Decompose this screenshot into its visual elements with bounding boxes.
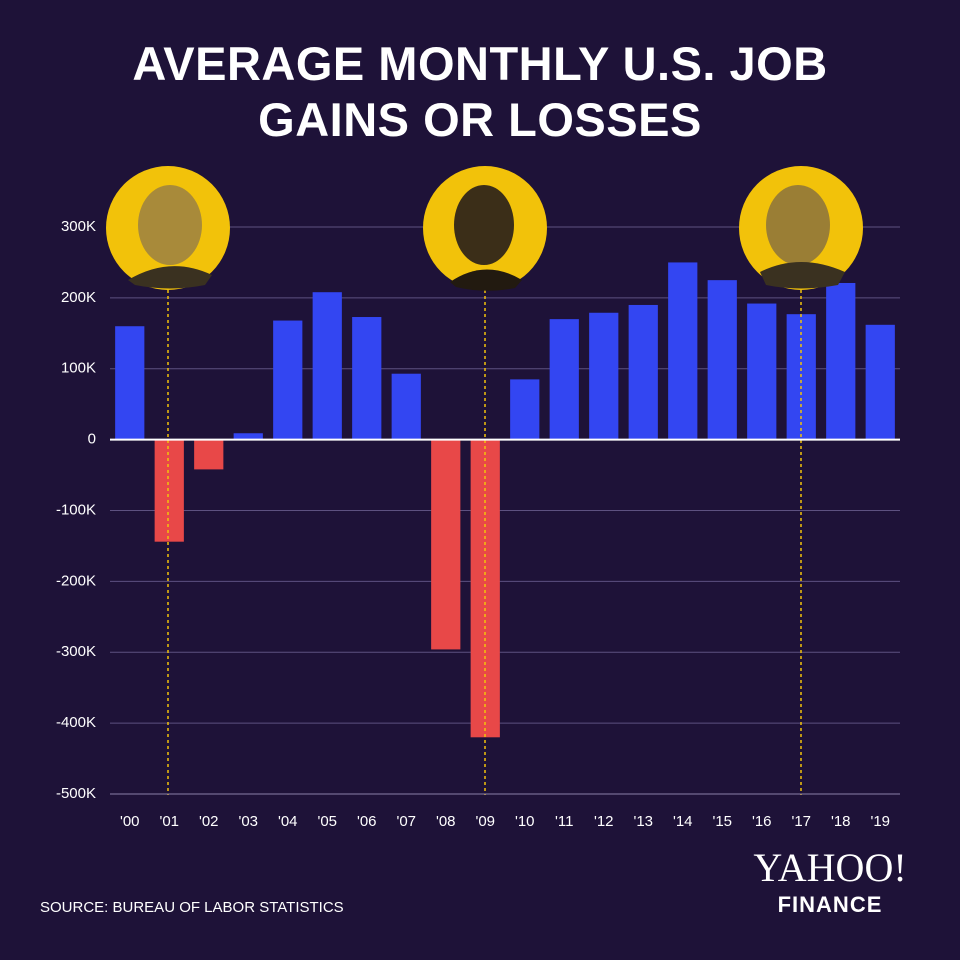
- logo-sub: FINANCE: [778, 892, 883, 917]
- portrait: [739, 166, 863, 290]
- y-tick-label: -200K: [56, 572, 96, 589]
- x-tick-label: '16: [752, 813, 772, 830]
- bar: [668, 262, 698, 440]
- y-tick-label: 0: [88, 431, 96, 448]
- y-tick-label: 200K: [61, 289, 96, 306]
- chart-title: AVERAGE MONTHLY U.S. JOB GAINS OR LOSSES: [132, 37, 828, 146]
- y-tick-label: 100K: [61, 360, 96, 377]
- bar: [747, 303, 777, 440]
- x-tick-label: '04: [278, 813, 298, 830]
- x-tick-label: '03: [238, 813, 258, 830]
- x-tick-label: '11: [555, 813, 573, 830]
- y-tick-label: -100K: [56, 501, 96, 518]
- x-tick-label: '13: [633, 813, 653, 830]
- bar: [352, 317, 382, 440]
- bar: [233, 433, 263, 440]
- bar: [391, 373, 421, 440]
- portrait: [106, 166, 230, 290]
- x-tick-label: '07: [396, 813, 416, 830]
- portraits: [106, 166, 863, 795]
- x-tick-label: '01: [159, 813, 179, 830]
- logo-name: YAHOO!: [753, 845, 906, 890]
- bar: [707, 280, 737, 440]
- y-tick-label: -500K: [56, 785, 96, 802]
- bar: [431, 439, 461, 650]
- bar: [154, 439, 184, 542]
- x-tick-label: '00: [120, 813, 140, 830]
- bar: [115, 326, 145, 440]
- bar: [273, 320, 303, 440]
- bar: [194, 439, 224, 470]
- bar: [628, 304, 658, 440]
- bar: [589, 312, 619, 440]
- y-tick-label: -400K: [56, 714, 96, 731]
- x-tick-label: '10: [515, 813, 535, 830]
- x-tick-label: '19: [870, 813, 890, 830]
- bar: [510, 379, 540, 440]
- source: SOURCE: BUREAU OF LABOR STATISTICS: [40, 899, 344, 916]
- x-tick-label: '17: [791, 813, 811, 830]
- bar: [549, 319, 579, 440]
- x-tick-label: '15: [712, 813, 732, 830]
- y-tick-label: -300K: [56, 643, 96, 660]
- x-tick-label: '12: [594, 813, 614, 830]
- bar: [826, 282, 856, 440]
- x-tick-label: '09: [475, 813, 495, 830]
- x-tick-label: '08: [436, 813, 456, 830]
- bar: [865, 324, 895, 440]
- bar: [312, 292, 342, 440]
- x-tick-label: '05: [317, 813, 337, 830]
- x-tick-label: '14: [673, 813, 693, 830]
- portrait: [423, 166, 547, 291]
- x-tick-label: '18: [831, 813, 851, 830]
- y-tick-label: 300K: [61, 218, 96, 235]
- x-tick-label: '02: [199, 813, 219, 830]
- x-tick-label: '06: [357, 813, 377, 830]
